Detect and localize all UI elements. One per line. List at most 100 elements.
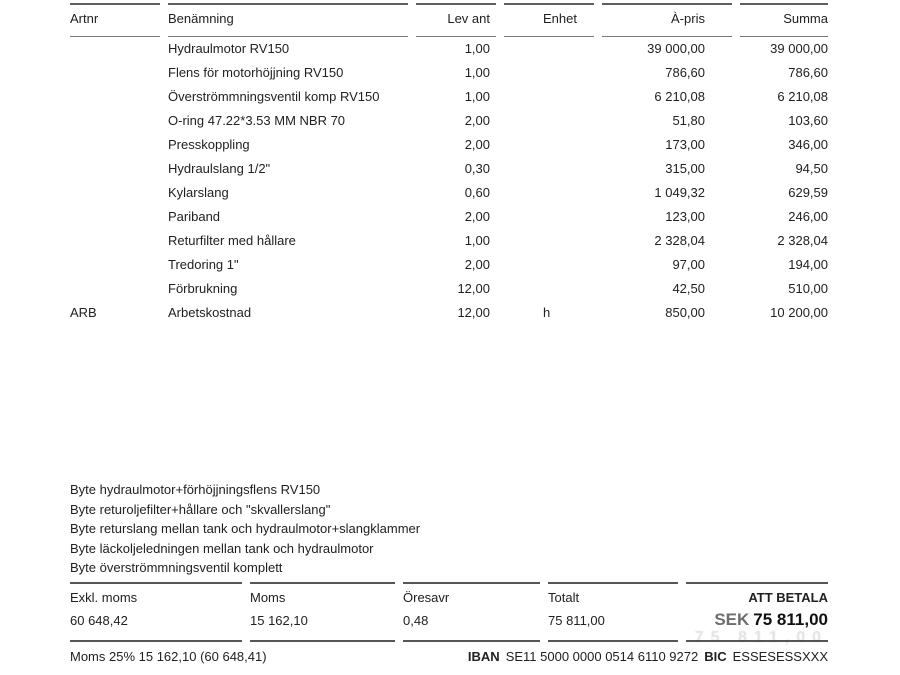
cell-name: Flens för motorhöjjning RV150 (168, 65, 344, 80)
cell-qty: 12,00 (457, 281, 490, 296)
note-line: Byte överströmmningsventil komplett (70, 560, 283, 575)
table-row: Flens för motorhöjjning RV150 1,00 786,60 7… (70, 61, 828, 85)
cell-name: Presskoppling (168, 137, 250, 152)
cell-artnr (70, 157, 160, 181)
cell-unit (504, 133, 594, 157)
table-row: ARB Arbetskostnad 12,00 h 850,00 10 200,00 (70, 301, 828, 325)
cell-price: 51,80 (672, 113, 705, 128)
cell-qty: 2,00 (464, 137, 490, 152)
note-line: Byte hydraulmotor+förhöjjningsflens RV15… (70, 482, 321, 497)
header-sum: Summa (740, 3, 828, 37)
cell-name: Överströmmningsventil komp RV150 (168, 89, 380, 104)
cell-name: Förbrukning (168, 281, 238, 296)
cell-artnr: ARB (70, 305, 97, 320)
note-line: Byte returslang mellan tank och hydraulm… (70, 521, 421, 536)
cell-unit (504, 253, 594, 277)
summary-item: Öresavr 0,48 (403, 581, 540, 642)
cell-unit (504, 205, 594, 229)
cell-qty: 0,30 (464, 161, 490, 176)
vat-note: Moms 25% 15 162,10 (60 648,41) (70, 648, 267, 664)
cell-sum: 629,59 (788, 185, 828, 200)
att-betala-item: ATT BETALA SEK 75 811,00 (686, 581, 828, 642)
header-qty: Lev ant (416, 3, 496, 37)
cell-sum: 346,00 (788, 137, 828, 152)
cell-sum: 10 200,00 (770, 305, 828, 320)
att-betala-amount: 75 811,00 (753, 609, 828, 629)
cell-sum: 103,60 (788, 113, 828, 128)
header-artnr: Artnr (70, 3, 160, 37)
summary-label: Totalt (548, 589, 580, 605)
cell-price: 173,00 (665, 137, 705, 152)
cell-artnr (70, 277, 160, 301)
cell-price: 315,00 (665, 161, 705, 176)
cell-qty: 1,00 (464, 233, 490, 248)
summary-item: Moms 15 162,10 (250, 581, 395, 642)
cell-artnr (70, 85, 160, 109)
cell-artnr (70, 37, 160, 61)
cell-sum: 194,00 (788, 257, 828, 272)
cell-qty: 2,00 (464, 257, 490, 272)
cell-sum: 94,50 (795, 161, 828, 176)
cell-sum: 39 000,00 (770, 41, 828, 56)
cell-sum: 786,60 (788, 65, 828, 80)
cell-unit (504, 277, 594, 301)
table-header-row: Artnr Benämning Lev ant Enhet À-pris Sum… (70, 3, 828, 37)
table-row: Tredoring 1" 2,00 97,00 194,00 (70, 253, 828, 277)
cell-name: Arbetskostnad (168, 305, 252, 320)
cell-artnr (70, 61, 160, 85)
cell-name: Returfilter med hållare (168, 233, 296, 248)
table-row: Pariband 2,00 123,00 246,00 (70, 205, 828, 229)
cell-name: Hydraulslang 1/2" (168, 161, 271, 176)
cell-name: Tredoring 1" (168, 257, 239, 272)
work-notes-block: Byte hydraulmotor+förhöjjningsflens RV15… (70, 480, 828, 578)
cell-sum: 510,00 (788, 281, 828, 296)
table-row: O-ring 47.22*3.53 MM NBR 70 2,00 51,80 103,… (70, 109, 828, 133)
summary-label: Exkl. moms (70, 589, 138, 605)
cell-price: 6 210,08 (654, 89, 705, 104)
cell-artnr (70, 109, 160, 133)
cell-qty: 1,00 (464, 41, 490, 56)
table-row: Returfilter med hållare 1,00 2 328,04 2 328… (70, 229, 828, 253)
cell-unit (504, 181, 594, 205)
bank-details: IBAN SE11 5000 0000 0514 6110 9272 BIC ESSE… (468, 649, 828, 665)
footer: Moms 25% 15 162,10 (60 648,41) IBAN SE11 … (70, 649, 828, 665)
header-price: À-pris (602, 3, 732, 37)
cell-name: Pariband (168, 209, 221, 224)
cell-price: 786,60 (665, 65, 705, 80)
table-row: Kylarslang 0,60 1 049,32 629,59 (70, 181, 828, 205)
cell-name: Kylarslang (168, 185, 229, 200)
table-body: Hydraulmotor RV150 1,00 39 000,00 39 000,00… (70, 37, 828, 325)
table-row: Förbrukning 12,00 42,50 510,00 (70, 277, 828, 301)
cell-unit (504, 37, 594, 61)
cell-sum: 246,00 (788, 209, 828, 224)
cell-qty: 0,60 (464, 185, 490, 200)
cell-unit (504, 229, 594, 253)
cell-price: 42,50 (672, 281, 705, 296)
summary-item: Totalt 75 811,00 (548, 581, 678, 642)
cell-price: 850,00 (665, 305, 705, 320)
cell-price: 123,00 (665, 209, 705, 224)
currency-code: SEK (714, 609, 750, 629)
iban-value: SE11 5000 0000 0514 6110 9272 (505, 648, 699, 664)
line-items-table: Artnr Benämning Lev ant Enhet À-pris Sum… (70, 3, 828, 325)
header-unit: Enhet (504, 3, 594, 37)
summary-value: 75 811,00 (548, 612, 605, 628)
cell-artnr (70, 205, 160, 229)
cell-artnr (70, 181, 160, 205)
cell-artnr (70, 229, 160, 253)
cell-price: 97,00 (672, 257, 705, 272)
att-betala-value: SEK 75 811,00 (686, 610, 828, 630)
cell-price: 2 328,04 (654, 233, 705, 248)
cell-qty: 1,00 (464, 89, 490, 104)
totals-bar: Exkl. moms 60 648,42 Moms 15 162,10 Öresavr 0… (70, 581, 828, 642)
cell-unit (504, 85, 594, 109)
summary-value: 0,48 (403, 612, 429, 628)
summary-label: Öresavr (403, 589, 450, 605)
cell-unit (504, 61, 594, 85)
table-row: Presskoppling 2,00 173,00 346,00 (70, 133, 828, 157)
note-line: Byte returoljefilter+hållare och "skvall… (70, 501, 331, 517)
cell-name: Hydraulmotor RV150 (168, 41, 290, 56)
summary-value: 60 648,42 (70, 612, 128, 628)
note-line: Byte läckoljeledningen mellan tank och h… (70, 540, 374, 556)
